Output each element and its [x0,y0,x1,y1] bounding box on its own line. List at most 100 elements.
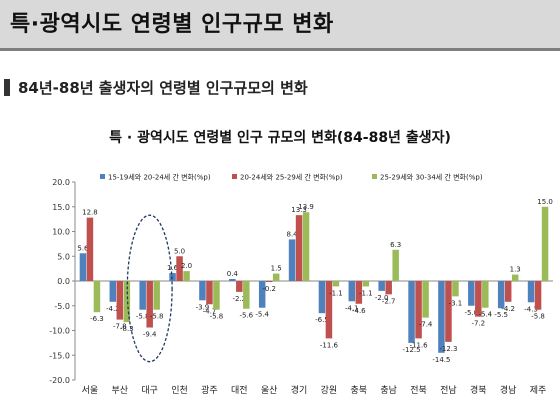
bar [153,281,160,310]
data-label: -5.8 [531,313,545,321]
bar [199,281,206,301]
bar [534,281,542,310]
y-tick-label: -15.0 [49,351,70,360]
data-label: -3.9 [196,303,210,311]
bar [325,281,333,339]
data-label: -5.6 [239,312,253,320]
data-label: -0.2 [262,285,276,293]
data-label: -5.8 [150,313,164,321]
data-label: -11.6 [410,341,429,349]
category-label: 대전 [231,385,248,396]
y-tick-label: 0.0 [57,277,70,286]
legend-swatch [100,174,105,179]
bar [392,249,399,281]
y-tick-label: 10.0 [52,228,70,237]
bar [445,281,452,342]
bar [355,281,363,304]
bar [258,281,266,308]
y-tick-label: 5.0 [57,252,70,261]
data-label: -7.4 [419,321,433,329]
data-label: -12.5 [403,346,421,354]
data-label: 13.3 [291,206,307,214]
bar [415,281,422,339]
category-label: 충남 [380,385,397,396]
legend-swatch [232,174,237,179]
bar [86,217,94,281]
bar [497,281,505,309]
data-label: 12.8 [82,209,98,217]
category-label: 경기 [291,384,308,396]
data-label: -5.8 [136,313,150,321]
bar [332,281,340,287]
category-label: 경북 [470,384,487,396]
bar [362,281,370,287]
data-label: 1.6 [167,264,179,272]
bar [123,281,131,323]
data-label: 8.4 [286,230,298,238]
data-label: -5.0 [464,309,478,317]
bar [169,273,176,281]
bar [527,281,535,303]
category-label: 제주 [530,385,547,396]
bar [139,281,146,310]
y-tick-label: -20.0 [49,376,70,385]
data-label: -4.1 [345,304,359,312]
data-label: -4.7 [203,307,217,315]
bar [511,274,519,281]
bar [146,281,153,328]
data-label: -4.3 [524,305,538,313]
data-label: -12.3 [439,345,457,353]
data-label: -14.5 [432,356,450,364]
category-label: 강원 [321,385,338,396]
section-heading: 84년-88년 출생자의 연령별 인구규모의 변화 [18,79,308,97]
data-label: 1.3 [510,266,521,274]
bar [93,281,101,313]
bar [206,281,213,305]
data-label: 0.4 [227,270,239,278]
bar [438,281,445,353]
data-label: 15.0 [537,198,553,206]
data-label: -6.5 [315,316,329,324]
data-label: -3.1 [449,299,463,307]
y-tick-label: 20.0 [52,178,70,187]
title-bar [0,0,560,48]
bar [378,281,385,291]
data-label: -7.8 [113,323,127,331]
page-title: 특·광역시도 연령별 인구규모 변화 [10,12,334,37]
category-label: 울산 [261,385,278,396]
bar [452,281,459,297]
bar [243,281,250,309]
bar [109,281,117,302]
category-label: 전남 [440,385,457,396]
bar [408,281,415,343]
data-label: -2.7 [382,297,396,305]
data-label: -5.8 [210,313,224,321]
data-label: 1.5 [271,265,282,273]
category-label: 부산 [112,385,129,396]
section-marker [4,79,10,96]
category-label: 대구 [141,385,158,396]
title-divider [0,48,560,51]
category-label: 서울 [82,385,99,396]
data-label: 5.0 [174,247,185,255]
bar [116,281,124,320]
bar [295,215,303,281]
data-label: -9.4 [143,331,157,339]
legend-label: 25-29세와 30-34세 간 변화(%p) [380,173,483,182]
data-label: -7.2 [471,320,485,328]
data-label: -1.1 [359,289,373,297]
data-label: -1.1 [329,289,343,297]
data-label: 5.6 [77,244,89,252]
data-label: 6.3 [390,241,401,249]
y-tick-label: -5.0 [54,302,70,311]
bar [236,281,243,292]
category-label: 경남 [500,384,517,396]
data-label: 2.0 [181,262,192,270]
category-label: 광주 [201,384,218,396]
data-label: -11.6 [320,341,339,349]
bar [176,256,183,281]
data-label: -4.6 [352,307,366,315]
legend-label: 15-19세와 20-24세 간 변화(%p) [108,173,211,182]
bar [302,212,310,281]
